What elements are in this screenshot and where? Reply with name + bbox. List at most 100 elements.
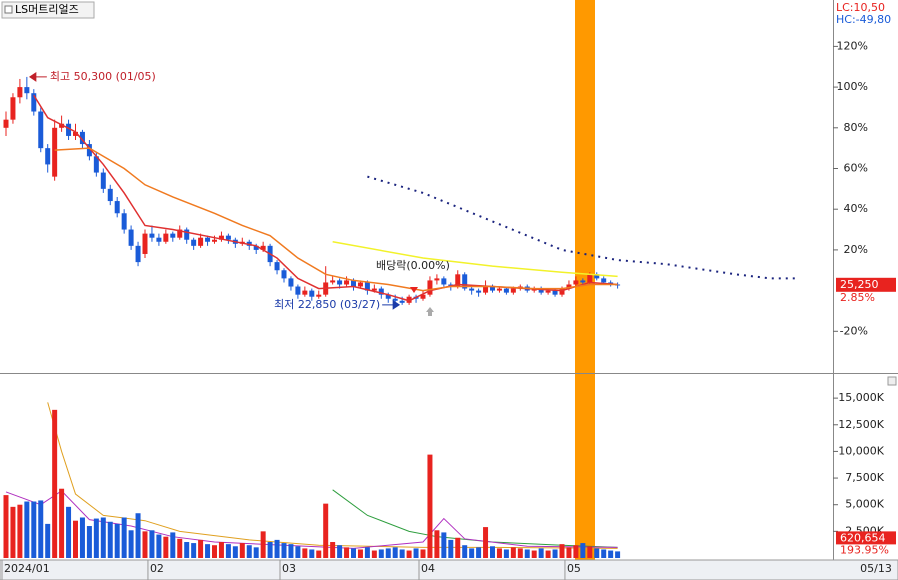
volume-bar <box>184 542 190 558</box>
y-tick-label: 20% <box>844 243 868 256</box>
candle-body <box>580 280 586 283</box>
lc-label: LC:10,50 <box>836 1 885 14</box>
volume-average <box>5 490 618 549</box>
volume-bar <box>239 543 245 558</box>
volume-bar <box>66 506 72 558</box>
candle-body <box>316 294 322 297</box>
volume-bar <box>281 543 287 558</box>
volume-bar <box>538 548 544 558</box>
vol-tick-label: 15,000K <box>838 391 884 404</box>
volume-bar <box>469 548 475 558</box>
candle-body <box>538 288 544 293</box>
volume-bar <box>100 517 106 558</box>
candle-body <box>163 233 169 242</box>
volume-bar <box>357 549 363 558</box>
candle-body <box>156 237 162 242</box>
candle-body <box>503 288 509 293</box>
y-tick-label: 60% <box>844 161 868 174</box>
volume-bar <box>225 544 231 558</box>
candle-body <box>59 123 65 128</box>
x-tick-label: 05 <box>567 562 581 575</box>
panel-close[interactable] <box>887 376 897 386</box>
volume-bar <box>10 506 16 558</box>
candle-body <box>225 235 231 240</box>
date-axis <box>0 559 898 580</box>
volume-bar <box>496 548 502 558</box>
volume-bar <box>59 488 65 558</box>
candle-body <box>281 270 287 279</box>
candle-body <box>344 280 350 285</box>
candle-body <box>594 274 600 279</box>
candle-body <box>496 288 502 291</box>
volume-bar <box>455 537 461 558</box>
title-icon <box>4 5 13 14</box>
candle-body <box>378 288 384 295</box>
volume-bar <box>594 548 600 558</box>
candle-body <box>462 274 468 289</box>
candle-body <box>177 229 183 238</box>
candle-body <box>135 245 141 263</box>
volume-tag <box>836 531 896 545</box>
marker-arrow <box>426 307 434 316</box>
volume-bar <box>517 548 523 558</box>
volume-bar <box>218 542 224 558</box>
candle-body <box>601 278 607 283</box>
volume-bar <box>302 548 308 558</box>
y-tick-label: 40% <box>844 202 868 215</box>
volume-bar <box>17 504 23 558</box>
candle-body <box>121 213 127 230</box>
volume-bar <box>385 548 391 558</box>
candle-body <box>587 274 593 283</box>
candle-body <box>566 284 572 289</box>
volume-bar <box>274 539 280 558</box>
candle-body <box>142 233 148 254</box>
candle-body <box>552 290 558 295</box>
price-change-label: 2.85% <box>840 291 875 304</box>
candle-body <box>253 245 259 250</box>
volume-bar <box>170 532 176 558</box>
candle-body <box>385 294 391 299</box>
volume-bar <box>212 545 217 558</box>
y-tick-label: 120% <box>837 39 868 52</box>
candle-body <box>399 300 405 303</box>
volume-bar <box>434 530 440 558</box>
volume-bar <box>490 546 495 558</box>
volume-bar <box>441 532 447 558</box>
y-tick-label: 100% <box>837 80 868 93</box>
volume-bar <box>351 548 356 558</box>
candle-body <box>476 290 482 293</box>
hc-label: HC:-49,80 <box>836 13 891 26</box>
volume-bar <box>364 547 370 558</box>
title-box[interactable] <box>1 1 95 19</box>
volume-bar <box>545 550 551 558</box>
candle-body <box>427 280 433 295</box>
vol-tick-label: 5,000K <box>845 498 884 511</box>
volume-bar <box>191 543 197 558</box>
volume-bar <box>580 543 586 558</box>
candle-body <box>337 280 343 285</box>
candle-body <box>357 282 363 287</box>
volume-bar <box>371 550 377 558</box>
y-tick-label: -20% <box>840 324 868 337</box>
volume-bar <box>31 501 37 558</box>
candle-body <box>309 290 315 297</box>
candle-body <box>31 93 37 112</box>
volume-bar <box>510 547 516 558</box>
volume-bar <box>163 536 169 558</box>
volume-change-label: 193.95% <box>840 543 889 556</box>
candle-body <box>330 280 336 283</box>
volume-bar <box>337 545 343 558</box>
volume-bar <box>121 517 127 558</box>
y-tick-label: 80% <box>844 121 868 134</box>
volume-bar <box>323 503 329 558</box>
price-tag <box>836 277 896 292</box>
x-tick-label: 2024/01 <box>4 562 50 575</box>
volume-bar <box>573 545 579 558</box>
volume-bar <box>177 538 183 558</box>
volume-bar <box>476 547 482 558</box>
volume-bar <box>427 454 433 558</box>
volume-bar <box>156 534 162 558</box>
volume-bar <box>24 501 30 558</box>
